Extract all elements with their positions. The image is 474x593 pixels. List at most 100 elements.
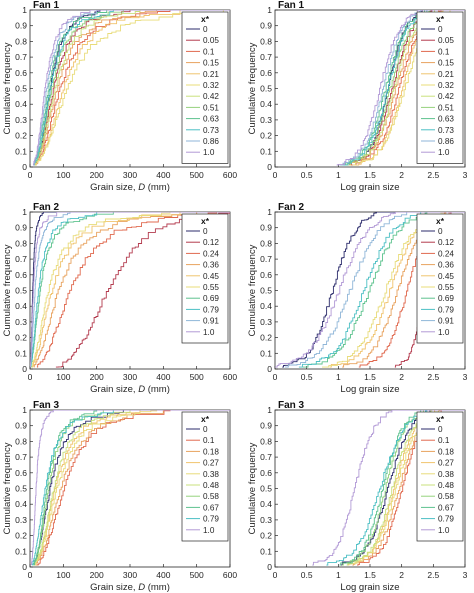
y-tick-label: 0.6 (15, 68, 27, 78)
legend-entry-label: 1.0 (438, 526, 450, 535)
panel-title: Fan 3 (33, 400, 60, 411)
series-line-1.0 (30, 212, 230, 368)
y-tick-label: 0.9 (260, 223, 272, 233)
legend-entry-label: 0.58 (438, 492, 454, 501)
legend-entry-label: 0.79 (203, 515, 219, 524)
legend-entry-label: 0.45 (203, 272, 219, 281)
legend-title: x* (436, 414, 445, 424)
series-line-0 (282, 212, 465, 368)
x-tick-label: 400 (156, 170, 170, 180)
x-axis-label: Grain size, D (mm) (90, 582, 170, 593)
x-axis-label-variable: D (138, 182, 145, 193)
legend-entry-label: 1.0 (203, 526, 215, 535)
legend-entry-label: 1.0 (203, 328, 215, 337)
series-line-0.91 (284, 212, 465, 368)
legend-entry-label: 0.67 (203, 503, 219, 512)
x-tick-label: 0.5 (301, 372, 313, 382)
x-tick-label: 0.5 (301, 170, 313, 180)
legend-entry-label: 0 (203, 425, 208, 434)
y-tick-label: 0.9 (260, 421, 272, 431)
y-tick-label: 0.5 (15, 484, 27, 494)
series-line-0.91 (30, 212, 230, 368)
x-tick-label: 200 (90, 570, 104, 580)
y-tick-label: 0.3 (260, 317, 272, 327)
x-tick-label: 400 (156, 372, 170, 382)
y-tick-label: 0.3 (15, 115, 27, 125)
legend-entry-label: 1.0 (438, 328, 450, 337)
series-line-0.1 (36, 410, 230, 566)
y-tick-label: 0.3 (260, 515, 272, 525)
x-tick-label: 2.5 (427, 570, 439, 580)
y-tick-label: 1 (22, 5, 27, 15)
series-line-0.48 (34, 410, 230, 566)
y-tick-label: 0.6 (260, 468, 272, 478)
fan3-linear-panel: 0 0.1 0.2 0.3 0.4 0.5 0.6 0.7 0.8 0.9 1 0 100 200 300 4… (2, 400, 237, 593)
y-tick-label: 0 (22, 562, 27, 572)
legend-entry-label: 0.79 (438, 305, 454, 314)
legend-entry-label: 0.12 (438, 238, 454, 247)
y-tick-label: 0.5 (260, 84, 272, 94)
y-tick-label: 0.1 (260, 546, 272, 556)
y-tick-label: 0.1 (260, 146, 272, 156)
fan2-log-panel: 00.10.20.30.40.50.60.70.80.910 0.5 1 1.5 2 2.… (247, 202, 468, 395)
legend-entry-label: 0.05 (203, 36, 219, 45)
x-tick-label: 0 (273, 170, 278, 180)
series-line-0.67 (339, 410, 465, 566)
y-tick-label: 0.7 (260, 452, 272, 462)
y-tick-label: 0.2 (15, 333, 27, 343)
series-line-0.1 (35, 10, 230, 166)
y-tick-label: 0.4 (260, 301, 272, 311)
x-tick-label: 0 (28, 570, 33, 580)
legend-entry-label: 0.91 (203, 317, 219, 326)
panel-title: Fan 1 (33, 0, 60, 11)
x-axis-label: Grain size, D (mm) (90, 182, 170, 193)
legend-entry-label: 0 (438, 25, 443, 34)
legend-entry-label: 0.15 (203, 59, 219, 68)
x-tick-label: 500 (190, 570, 204, 580)
series-line-0.38 (34, 410, 230, 566)
series-line-0.36 (33, 212, 230, 368)
y-tick-label: 0.3 (260, 115, 272, 125)
x-tick-label: 0 (273, 570, 278, 580)
y-tick-label: 0 (267, 364, 272, 374)
fan2-linear-panel: 00.10.20.30.40.50.60.70.80.910 100 200 300 4… (2, 202, 237, 395)
legend-entry-label: 0.18 (438, 447, 454, 456)
y-tick-label: 0.8 (15, 36, 27, 46)
series-line-0.69 (302, 212, 465, 368)
y-tick-label: 0.3 (15, 317, 27, 327)
legend-entry-label: 0.73 (438, 126, 454, 135)
x-tick-label: 100 (56, 170, 70, 180)
x-tick-label: 3 (463, 170, 468, 180)
legend: x*0 0.12 0.24 0.36 0.45 0.55 0.69 0.79 0.91 1.0 (416, 213, 464, 344)
y-tick-label: 0.2 (260, 333, 272, 343)
legend-entry-label: 0.86 (438, 137, 454, 146)
y-tick-label: 0.7 (260, 52, 272, 62)
legend-title: x* (201, 14, 210, 24)
series-line-0.73 (33, 10, 230, 166)
x-axis-label-variable: D (138, 582, 145, 593)
x-tick-label: 2.5 (427, 372, 439, 382)
x-tick-label: 100 (56, 570, 70, 580)
panel-title: Fan 1 (278, 0, 305, 11)
x-tick-label: 0 (28, 372, 33, 382)
y-tick-label: 0.8 (15, 238, 27, 248)
legend-entry-label: 0.48 (203, 481, 219, 490)
y-tick-label: 1 (267, 405, 272, 415)
legend-title: x* (201, 216, 210, 226)
y-tick-label: 0.3 (15, 515, 27, 525)
y-tick-label: 0.5 (15, 286, 27, 296)
y-tick-label: 0.4 (15, 301, 27, 311)
y-tick-label: 0.8 (260, 238, 272, 248)
x-tick-label: 2.5 (427, 170, 439, 180)
series-line-1.0 (336, 10, 465, 166)
y-tick-label: 0 (267, 562, 272, 572)
legend-entry-label: 0.21 (438, 70, 454, 79)
legend-entry-label: 0.42 (438, 92, 454, 101)
y-tick-label: 1 (22, 405, 27, 415)
series-line-0.24 (36, 212, 230, 368)
y-tick-label: 0.4 (15, 99, 27, 109)
legend-entry-label: 0.91 (438, 317, 454, 326)
series-line-0.45 (32, 212, 230, 368)
x-tick-label: 200 (90, 372, 104, 382)
x-axis-label: Log grain size (340, 182, 399, 193)
